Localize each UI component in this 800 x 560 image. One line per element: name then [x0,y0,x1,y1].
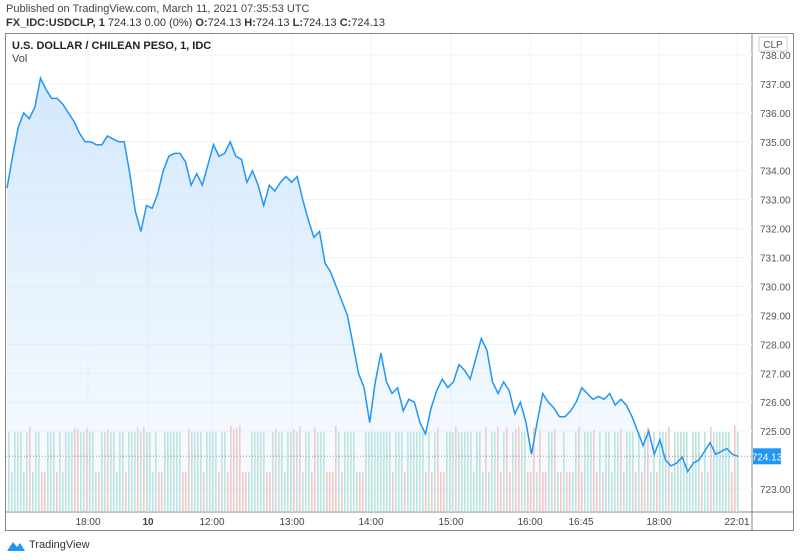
open-value: 724.13 [207,17,242,29]
y-tick-label: 732.00 [760,225,791,236]
y-tick-label: 734.00 [760,167,791,178]
x-tick-label: 15:00 [438,517,463,528]
x-tick-label: 18:00 [646,517,671,528]
high-label: H: [244,17,256,29]
y-tick-label: 733.00 [760,196,791,207]
brand-name: TradingView [29,539,90,551]
volume-indicator-label: Vol [12,53,28,65]
y-tick-label: 736.00 [760,109,791,120]
x-tick-label: 14:00 [358,517,383,528]
chart-title: U.S. DOLLAR / CHILEAN PESO, 1, IDC [12,40,212,52]
x-tick-label: 10 [142,517,154,528]
x-tick-label: 16:45 [568,517,593,528]
x-tick-label: 12:00 [199,517,224,528]
x-tick-label: 18:00 [75,517,100,528]
close-label: C: [339,17,352,29]
symbol: FX_IDC:USDCLP, 1 [6,17,105,29]
tradingview-logo[interactable]: TradingView [6,538,90,552]
y-tick-label: 738.00 [760,51,791,62]
close-value: 724.13 [351,17,385,29]
y-tick-label: 730.00 [760,282,791,293]
x-tick-label: 16:00 [517,517,542,528]
last-price-badge [753,448,781,465]
y-tick-label: 726.00 [760,398,791,409]
y-tick-label: 737.00 [760,80,791,91]
tradingview-logo-icon [7,542,25,551]
price-area [7,78,738,512]
x-tick-label: 13:00 [279,517,304,528]
y-tick-label: 727.00 [760,369,791,380]
symbol-line: FX_IDC:USDCLP, 1 724.13 0.00 (0%) O:724.… [6,17,385,29]
chart-frame [5,33,794,531]
y-tick-label: 731.00 [760,254,791,265]
published-text: Published on TradingView.com, March 11, … [6,3,310,15]
y-tick-label: 725.00 [760,427,791,438]
high-value: 724.13 [255,17,290,29]
currency-badge [758,36,788,52]
y-tick-label: 735.00 [760,138,791,149]
open-label: O: [195,17,208,29]
price-change: 724.13 0.00 (0%) [107,17,193,29]
last-price-label: 724.13 [752,452,783,463]
y-tick-label: 728.00 [760,340,791,351]
x-tick-label: 22:01 [724,517,749,528]
price-line [6,75,739,474]
y-tick-label: 723.00 [760,485,791,496]
currency-label: CLP [763,40,783,51]
y-tick-label: 729.00 [760,311,791,322]
low-label: L: [292,17,304,29]
low-value: 724.13 [303,17,337,29]
